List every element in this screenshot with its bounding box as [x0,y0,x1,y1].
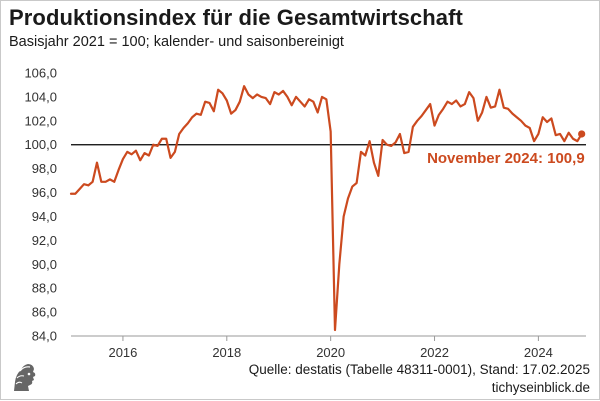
y-axis: 84,0 86,0 88,0 90,0 92,0 94,0 96,0 98,0 100,0 102… [24,66,57,344]
y-tick-label: 88,0 [32,281,57,296]
annotation-group: November 2024: 100,9 [427,130,586,167]
chart-subtitle: Basisjahr 2021 = 100; kalender- und sais… [9,34,344,50]
annotation-label: November 2024: 100,9 [427,150,585,167]
y-tick-label: 96,0 [32,185,57,200]
x-tick-label: 2022 [420,345,449,360]
y-tick-label: 84,0 [32,329,57,344]
x-axis: 2016 2018 2020 2022 2024 [71,335,586,360]
source-note: Quelle: destatis (Tabelle 48311-0001), S… [248,362,590,377]
x-tick-label: 2024 [524,345,553,360]
x-tick-label: 2020 [316,345,345,360]
y-tick-label: 90,0 [32,257,57,272]
plot-area [69,85,583,332]
y-tick-label: 102,0 [24,113,57,128]
brand-label: tichyseinblick.de [491,380,590,395]
series-line [69,85,583,332]
highlight-point [578,130,586,138]
x-tick-label: 2016 [108,345,137,360]
x-tick-label: 2018 [212,345,241,360]
y-tick-label: 94,0 [32,209,57,224]
y-tick-label: 92,0 [32,233,57,248]
chart-title: Produktionsindex für die Gesamtwirtschaf… [9,5,463,30]
y-tick-label: 100,0 [24,137,57,152]
y-tick-label: 98,0 [32,161,57,176]
y-tick-label: 104,0 [24,89,57,104]
athena-head-icon [7,360,41,394]
y-tick-label: 106,0 [24,66,57,81]
y-tick-label: 86,0 [32,305,57,320]
